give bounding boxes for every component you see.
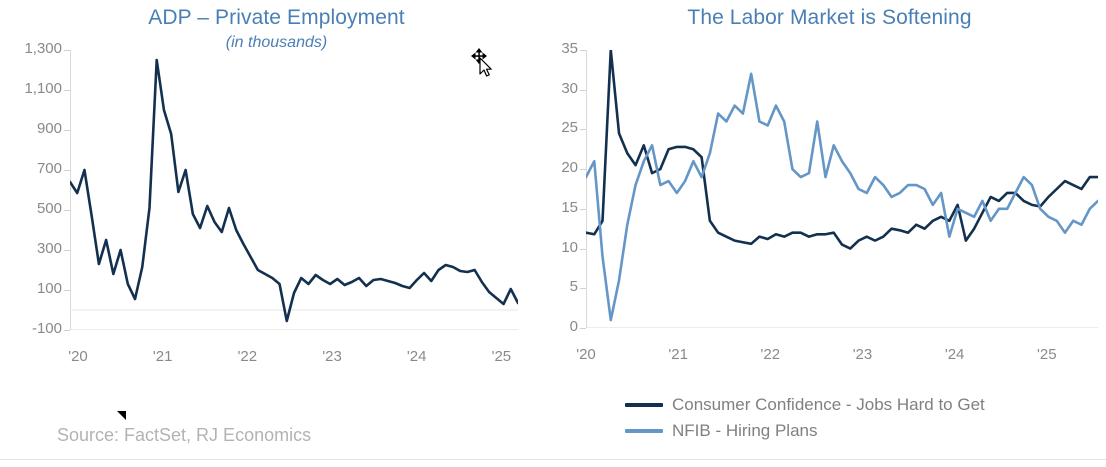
y-axis-tick-label: 500 bbox=[36, 200, 62, 217]
x-axis-tick-label: '21 bbox=[668, 346, 688, 363]
x-axis-tick-label: '23 bbox=[322, 348, 342, 365]
axis-spine bbox=[586, 50, 1098, 328]
y-axis-tick-mark bbox=[64, 330, 70, 331]
y-axis-tick-mark bbox=[64, 170, 70, 171]
y-axis-tick-label: 1,300 bbox=[24, 40, 62, 57]
right-plot-area bbox=[586, 50, 1098, 328]
right-chart-panel: The Labor Market is Softening 0 5 10 15 20 25… bbox=[553, 0, 1106, 467]
y-axis-tick-label: 900 bbox=[36, 120, 62, 137]
legend-item-label: Consumer Confidence - Jobs Hard to Get bbox=[672, 395, 985, 414]
y-axis-tick-mark bbox=[64, 210, 70, 211]
series-line bbox=[586, 50, 1098, 250]
y-axis-tick-label: 15 bbox=[561, 198, 578, 216]
legend-item-label: NFIB - Hiring Plans bbox=[672, 421, 818, 440]
y-axis-tick-label: -100 bbox=[31, 320, 62, 337]
legend-item[interactable]: NFIB - Hiring Plans bbox=[625, 418, 985, 444]
y-axis-tick-mark bbox=[64, 90, 70, 91]
move-pointer-cursor-icon bbox=[470, 48, 496, 80]
right-chart-title: The Labor Market is Softening bbox=[687, 6, 972, 29]
left-chart-subtitle: (in thousands) bbox=[225, 34, 328, 51]
y-axis-tick-mark bbox=[64, 250, 70, 251]
y-axis-tick-label: 300 bbox=[36, 240, 62, 257]
left-plot-area bbox=[70, 50, 518, 330]
left-chart-title: ADP – Private Employment bbox=[148, 6, 405, 29]
y-axis-tick-label: 1,100 bbox=[24, 80, 62, 97]
y-axis-tick-mark bbox=[580, 288, 586, 290]
y-axis-tick-mark bbox=[580, 89, 586, 91]
right-chart-legend: Consumer Confidence - Jobs Hard to Get NF… bbox=[625, 392, 985, 444]
legend-swatch-icon bbox=[625, 429, 663, 433]
x-axis-tick-label: '20 bbox=[576, 346, 596, 363]
legend-item[interactable]: Consumer Confidence - Jobs Hard to Get bbox=[625, 392, 985, 418]
y-axis-tick-label: 5 bbox=[569, 278, 578, 296]
axis-spine bbox=[70, 50, 518, 330]
y-axis-tick-mark bbox=[64, 130, 70, 131]
y-axis-tick-label: 0 bbox=[569, 318, 578, 335]
legend-swatch-icon bbox=[625, 403, 663, 407]
x-axis-tick-label: '23 bbox=[852, 346, 873, 363]
x-axis-tick-label: '24 bbox=[406, 348, 427, 365]
y-axis-tick-mark bbox=[64, 50, 70, 51]
x-axis-tick-label: '22 bbox=[760, 346, 781, 363]
y-axis-tick-mark bbox=[580, 208, 586, 210]
x-axis-tick-label: '24 bbox=[944, 346, 965, 363]
y-axis-tick-label: 10 bbox=[561, 238, 578, 256]
y-axis-tick-mark bbox=[580, 169, 586, 171]
x-axis-tick-label: '20 bbox=[68, 348, 88, 365]
plot-svg bbox=[70, 50, 518, 330]
x-axis-tick-label: '25 bbox=[1037, 346, 1057, 363]
y-axis-tick-mark bbox=[580, 328, 586, 329]
left-chart-panel: ADP – Private Employment (in thousands) … bbox=[24, 6, 518, 365]
y-axis-tick-label: 35 bbox=[561, 40, 578, 57]
y-axis-tick-label: 20 bbox=[561, 159, 578, 177]
series-line bbox=[586, 72, 1098, 322]
y-axis-tick-label: 30 bbox=[561, 79, 578, 97]
plot-svg bbox=[586, 50, 1098, 328]
y-axis-tick-label: 25 bbox=[561, 119, 578, 137]
resize-handle-icon[interactable] bbox=[117, 411, 126, 420]
x-axis-tick-label: '25 bbox=[491, 348, 512, 365]
x-axis-tick-label: '22 bbox=[237, 348, 258, 365]
y-axis-tick-label: 100 bbox=[36, 280, 62, 297]
series-line bbox=[70, 58, 518, 323]
bottom-divider bbox=[0, 459, 1106, 460]
y-axis-tick-mark bbox=[580, 50, 586, 51]
x-axis-tick-label: '21 bbox=[152, 348, 173, 365]
y-axis-tick-label: 700 bbox=[36, 160, 62, 177]
y-axis-tick-mark bbox=[580, 129, 586, 131]
y-axis-tick-mark bbox=[64, 290, 70, 291]
y-axis-tick-mark bbox=[580, 248, 586, 250]
source-note: Source: FactSet, RJ Economics bbox=[57, 425, 312, 445]
